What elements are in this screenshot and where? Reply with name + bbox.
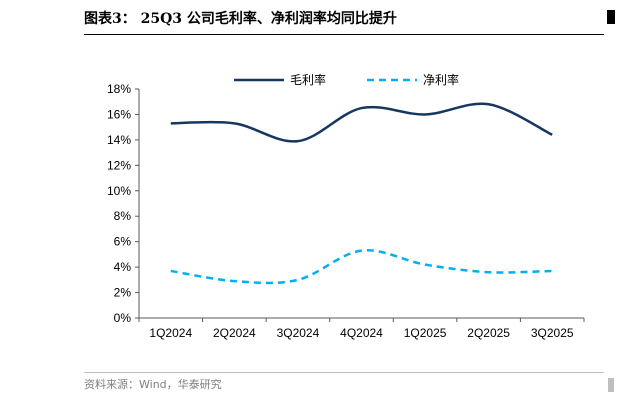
source-note: 资料来源：Wind，华泰研究 [84, 378, 222, 391]
x-tick-label: 3Q2024 [277, 326, 320, 340]
y-tick-label: 6% [114, 235, 132, 249]
y-tick-label: 2% [114, 286, 132, 300]
y-tick-label: 18% [107, 82, 131, 96]
series-line-gross-margin [170, 102, 553, 143]
y-tick-label: 16% [107, 107, 131, 121]
x-tick-label: 4Q2024 [340, 326, 383, 340]
x-tick-label: 2Q2025 [467, 326, 510, 340]
figure-title: 图表3： 25Q3 公司毛利率、净利润率均同比提升 [84, 11, 397, 27]
y-tick-label: 14% [107, 133, 131, 147]
y-tick-label: 12% [107, 158, 131, 172]
legend-net-margin-label: 净利率 [423, 72, 459, 87]
legend-gross-margin-label: 毛利率 [290, 72, 326, 87]
line-chart: 0% 2% 4% 6% 8% 10% 12% 14% 16% 18% 1Q2024 2Q2024 3Q2… [107, 72, 585, 340]
edge-mark-bottom [608, 378, 614, 392]
y-tick-label: 0% [114, 311, 132, 325]
chart-container: 0% 2% 4% 6% 8% 10% 12% 14% 16% 18% 1Q2024 2Q2024 3Q2… [84, 60, 604, 360]
edge-mark [607, 10, 615, 24]
y-tick-label: 8% [114, 209, 132, 223]
x-tick-label: 2Q2024 [213, 326, 256, 340]
y-tick-label: 4% [114, 260, 132, 274]
footer-divider [84, 372, 604, 373]
x-tick-label: 3Q2025 [531, 326, 574, 340]
figure-header: 图表3： 25Q3 公司毛利率、净利润率均同比提升 [0, 0, 618, 40]
x-tick-label: 1Q2025 [404, 326, 447, 340]
title-divider [84, 34, 604, 35]
x-tick-label: 1Q2024 [149, 326, 192, 340]
y-tick-label: 10% [107, 184, 131, 198]
series-line-net-margin [170, 249, 553, 285]
